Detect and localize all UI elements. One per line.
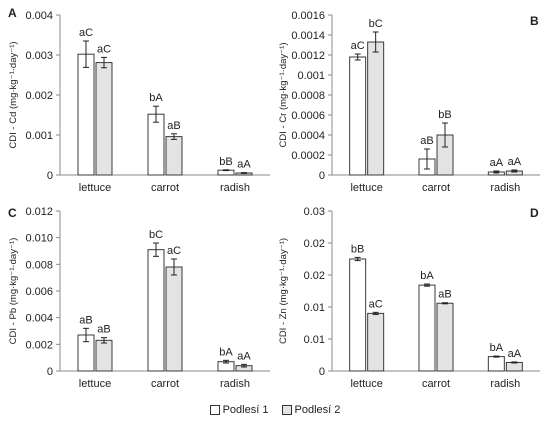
data-label-c: bA: [219, 346, 233, 358]
y-tick-label-d: 0.01: [304, 334, 325, 346]
y-tick-label-d: 0.01: [304, 302, 325, 314]
y-tick-label-d: 0: [319, 366, 325, 378]
chart-panel-d: D CDI - Zn (mg·kg⁻¹·day⁻¹) 0 0.01 0.01 0.02 0.…: [278, 206, 540, 390]
data-label-a: aA: [237, 159, 251, 171]
category-label-b: lettuce: [350, 182, 382, 194]
data-label-c: aB: [97, 324, 110, 336]
y-tick-label-c: 0.010: [25, 233, 53, 245]
data-label-b: aA: [508, 156, 522, 168]
category-label-c: lettuce: [79, 378, 111, 390]
legend-label-podlesi-2: Podlesí 2: [294, 404, 341, 416]
bar-d-carrot-s2: [436, 302, 454, 372]
y-tick-label-b: 0.0004: [291, 130, 325, 142]
y-tick-label-b: 0.0012: [291, 50, 325, 62]
y-tick-label-d: 0.03: [304, 206, 325, 218]
category-label-b: carrot: [422, 182, 450, 194]
y-tick-label-b: 0.0006: [291, 110, 325, 122]
y-axis-label-a: CDI - Cd (mg·kg⁻¹·day⁻¹): [8, 41, 19, 148]
data-label-b: bB: [438, 109, 451, 121]
bar-c-carrot-s2: [165, 266, 183, 372]
y-tick-label-c: 0.004: [25, 313, 53, 325]
bar-a-lettuce-s2: [95, 62, 113, 176]
category-label-d: carrot: [422, 378, 450, 390]
category-label-a: lettuce: [79, 182, 111, 194]
y-tick-label-a: 0.003: [25, 50, 53, 62]
bar-d-radish-s1: [487, 356, 505, 372]
data-label-a: aC: [79, 27, 93, 39]
data-label-b: aA: [490, 157, 504, 169]
data-label-c: bC: [149, 229, 163, 241]
data-label-b: bC: [369, 18, 383, 30]
data-label-d: aB: [438, 289, 451, 301]
bar-d-radish-s2: [505, 361, 523, 372]
category-label-d: lettuce: [350, 378, 382, 390]
panel-letter-b: B: [530, 14, 539, 28]
data-label-c: aA: [237, 350, 251, 362]
legend-label-podlesi-1: Podlesí 1: [222, 404, 269, 416]
bar-d-carrot-s1: [418, 284, 436, 372]
y-tick-label-d: 0.02: [304, 238, 325, 250]
y-tick-label-c: 0.008: [25, 259, 53, 271]
data-label-d: bB: [351, 243, 364, 255]
legend-item-podlesi-1: Podlesí 1: [209, 404, 269, 416]
data-label-a: bB: [219, 156, 232, 168]
y-tick-label-c: 0.002: [25, 339, 53, 351]
data-label-d: aA: [508, 348, 522, 360]
bar-d-lettuce-s1: [349, 258, 367, 372]
y-tick-label-b: 0.0008: [291, 90, 325, 102]
data-label-b: aC: [351, 40, 365, 52]
y-tick-label-c: 0.006: [25, 286, 53, 298]
legend-swatch-podlesi-2: [281, 405, 292, 415]
y-tick-label-c: 0: [47, 366, 53, 378]
bar-a-carrot-s1: [147, 113, 165, 176]
data-label-a: bA: [149, 92, 163, 104]
data-label-d: bA: [490, 342, 504, 354]
y-tick-label-a: 0.004: [25, 10, 53, 22]
data-label-b: aB: [420, 135, 433, 147]
y-tick-label-a: 0.002: [25, 90, 53, 102]
y-tick-label-b: 0.0002: [291, 150, 325, 162]
y-axis-label-c: CDI - Pb (mg·kg⁻¹·day⁻¹): [8, 238, 19, 345]
category-label-a: carrot: [151, 182, 179, 194]
y-tick-label-a: 0: [47, 170, 53, 182]
legend-item-podlesi-2: Podlesí 2: [281, 404, 341, 416]
y-axis-label-d: CDI - Zn (mg·kg⁻¹·day⁻¹): [278, 238, 289, 344]
y-axis-label-b: CDI - Cr (mg·kg⁻¹·day⁻¹): [278, 42, 289, 147]
legend-swatch-podlesi-1: [209, 405, 220, 415]
bar-d-lettuce-s2: [367, 312, 385, 372]
bar-c-carrot-s1: [147, 249, 165, 372]
panel-letter-d: D: [530, 206, 539, 220]
category-label-c: carrot: [151, 378, 179, 390]
y-tick-label-b: 0.0016: [291, 10, 325, 22]
y-tick-label-b: 0: [319, 170, 325, 182]
chart-panel-b: B CDI - Cr (mg·kg⁻¹·day⁻¹) 0 0.0002 0.0004 0.…: [278, 10, 540, 194]
data-label-a: aC: [97, 43, 111, 55]
y-tick-label-b: 0.001: [297, 70, 325, 82]
data-label-c: aC: [167, 245, 181, 257]
bar-c-lettuce-s2: [95, 339, 113, 372]
data-label-a: aB: [167, 120, 180, 132]
y-tick-label-c: 0.012: [25, 206, 53, 218]
category-label-a: radish: [220, 182, 250, 194]
y-tick-label-a: 0.001: [25, 130, 53, 142]
data-label-d: aC: [369, 298, 383, 310]
data-label-c: aB: [79, 314, 92, 326]
chart-panel-c: C CDI - Pb (mg·kg⁻¹·day⁻¹) 0 0.002 0.004 0.00…: [8, 206, 270, 390]
bar-a-lettuce-s1: [77, 53, 95, 176]
category-label-d: radish: [490, 378, 520, 390]
panel-letter-a: A: [8, 6, 17, 20]
y-tick-label-d: 0.02: [304, 270, 325, 282]
legend: Podlesí 1 Podlesí 2: [0, 404, 550, 418]
data-label-d: bA: [420, 270, 434, 282]
panel-letter-c: C: [8, 206, 17, 220]
y-tick-label-b: 0.0014: [291, 30, 325, 42]
category-label-c: radish: [220, 378, 250, 390]
chart-panel-a: A CDI - Cd (mg·kg⁻¹·day⁻¹) 0 0.001 0.002 0.00…: [8, 6, 270, 194]
bar-b-lettuce-s2: [367, 41, 385, 176]
bar-a-carrot-s2: [165, 136, 183, 176]
category-label-b: radish: [490, 182, 520, 194]
bar-b-lettuce-s1: [349, 56, 367, 176]
